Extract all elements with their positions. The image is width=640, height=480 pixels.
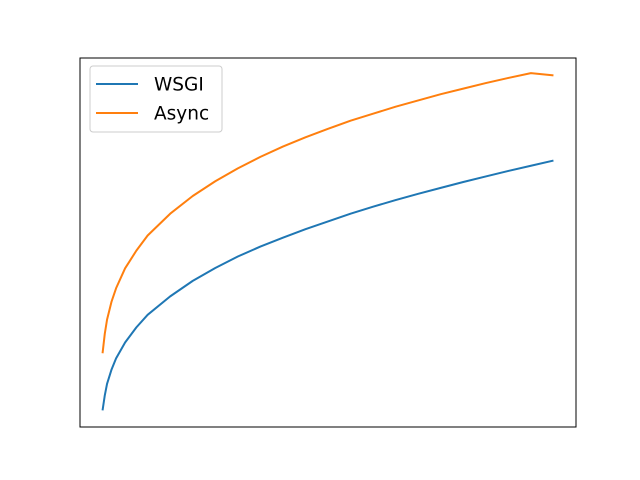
series-layer bbox=[101, 72, 554, 411]
legend-box bbox=[89, 65, 223, 133]
legend-label-async: Async bbox=[154, 104, 209, 125]
legend: WSGI Async bbox=[89, 65, 223, 133]
plot-frame bbox=[79, 57, 577, 428]
legend-label-wsgi: WSGI bbox=[154, 75, 204, 96]
series-line-wsgi bbox=[101, 159, 554, 411]
series-line-async bbox=[101, 72, 554, 354]
